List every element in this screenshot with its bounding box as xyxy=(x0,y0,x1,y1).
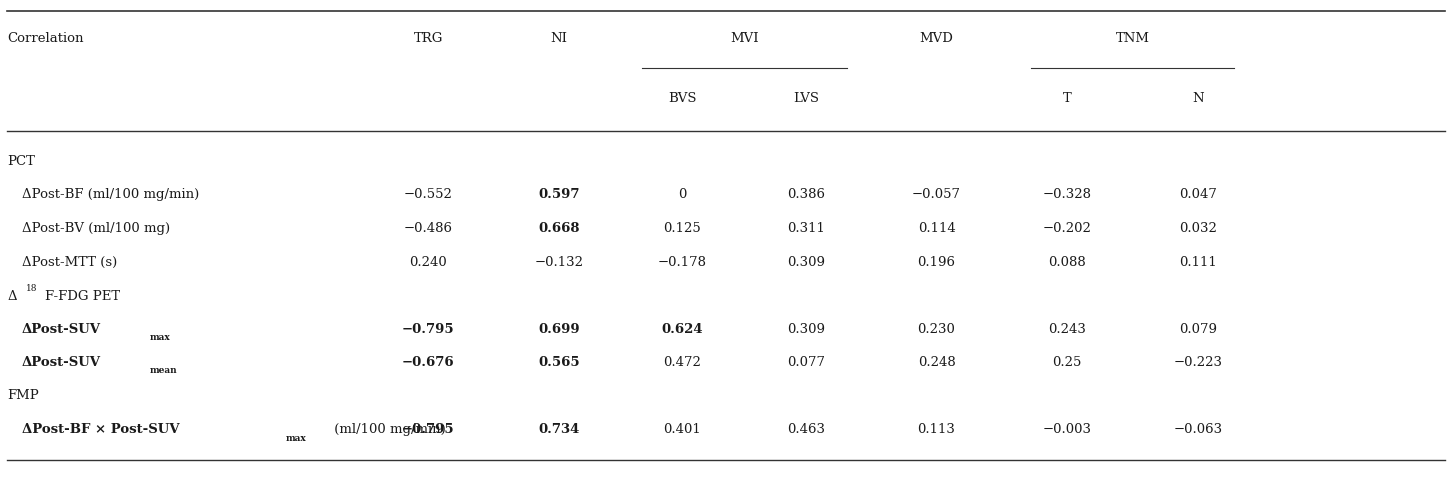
Text: (ml/100 mg/min): (ml/100 mg/min) xyxy=(330,423,446,436)
Text: ΔPost-BF (ml/100 mg/min): ΔPost-BF (ml/100 mg/min) xyxy=(22,187,199,201)
Text: ΔPost-SUV: ΔPost-SUV xyxy=(22,322,100,336)
Text: 0.309: 0.309 xyxy=(787,322,825,336)
Text: BVS: BVS xyxy=(668,93,697,105)
Text: 0.243: 0.243 xyxy=(1048,322,1086,336)
Text: −0.486: −0.486 xyxy=(404,222,453,235)
Text: NI: NI xyxy=(550,32,568,44)
Text: 0.240: 0.240 xyxy=(409,256,447,269)
Text: 0.230: 0.230 xyxy=(918,322,955,336)
Text: FMP: FMP xyxy=(7,389,39,402)
Text: Correlation: Correlation xyxy=(7,32,84,44)
Text: 0.25: 0.25 xyxy=(1053,356,1082,369)
Text: ΔPost-SUV: ΔPost-SUV xyxy=(22,356,100,369)
Text: 0.114: 0.114 xyxy=(918,222,955,235)
Text: 0.125: 0.125 xyxy=(664,222,701,235)
Text: −0.063: −0.063 xyxy=(1173,423,1223,436)
Text: mean: mean xyxy=(150,366,177,375)
Text: 0.088: 0.088 xyxy=(1048,256,1086,269)
Text: 18: 18 xyxy=(26,284,38,293)
Text: 0.309: 0.309 xyxy=(787,256,825,269)
Text: 0.401: 0.401 xyxy=(664,423,701,436)
Text: 0.113: 0.113 xyxy=(918,423,955,436)
Text: −0.003: −0.003 xyxy=(1043,423,1092,436)
Text: TNM: TNM xyxy=(1115,32,1150,44)
Text: 0.077: 0.077 xyxy=(787,356,825,369)
Text: −0.178: −0.178 xyxy=(658,256,707,269)
Text: 0.111: 0.111 xyxy=(1179,256,1217,269)
Text: LVS: LVS xyxy=(793,93,819,105)
Text: ΔPost-MTT (s): ΔPost-MTT (s) xyxy=(22,256,118,269)
Text: 0.311: 0.311 xyxy=(787,222,825,235)
Text: −0.795: −0.795 xyxy=(402,423,454,436)
Text: 0.196: 0.196 xyxy=(918,256,955,269)
Text: −0.057: −0.057 xyxy=(912,187,961,201)
Text: max: max xyxy=(150,333,170,342)
Text: 0.463: 0.463 xyxy=(787,423,825,436)
Text: TRG: TRG xyxy=(414,32,443,44)
Text: −0.202: −0.202 xyxy=(1043,222,1092,235)
Text: 0.472: 0.472 xyxy=(664,356,701,369)
Text: −0.795: −0.795 xyxy=(402,322,454,336)
Text: 0.047: 0.047 xyxy=(1179,187,1217,201)
Text: N: N xyxy=(1192,93,1204,105)
Text: −0.676: −0.676 xyxy=(402,356,454,369)
Text: MVI: MVI xyxy=(730,32,758,44)
Text: −0.552: −0.552 xyxy=(404,187,453,201)
Text: 0.699: 0.699 xyxy=(539,322,579,336)
Text: PCT: PCT xyxy=(7,155,35,168)
Text: 0.079: 0.079 xyxy=(1179,322,1217,336)
Text: ΔPost-BF × Post-SUV: ΔPost-BF × Post-SUV xyxy=(22,423,179,436)
Text: Δ: Δ xyxy=(7,290,17,303)
Text: MVD: MVD xyxy=(919,32,954,44)
Text: 0.597: 0.597 xyxy=(539,187,579,201)
Text: −0.223: −0.223 xyxy=(1173,356,1223,369)
Text: 0.248: 0.248 xyxy=(918,356,955,369)
Text: 0.734: 0.734 xyxy=(539,423,579,436)
Text: −0.328: −0.328 xyxy=(1043,187,1092,201)
Text: −0.132: −0.132 xyxy=(534,256,584,269)
Text: ΔPost-BV (ml/100 mg): ΔPost-BV (ml/100 mg) xyxy=(22,222,170,235)
Text: max: max xyxy=(286,434,306,443)
Text: 0.565: 0.565 xyxy=(539,356,579,369)
Text: 0.386: 0.386 xyxy=(787,187,825,201)
Text: F-FDG PET: F-FDG PET xyxy=(45,290,121,303)
Text: 0: 0 xyxy=(678,187,687,201)
Text: 0.032: 0.032 xyxy=(1179,222,1217,235)
Text: 0.624: 0.624 xyxy=(662,322,703,336)
Text: T: T xyxy=(1063,93,1072,105)
Text: 0.668: 0.668 xyxy=(539,222,579,235)
